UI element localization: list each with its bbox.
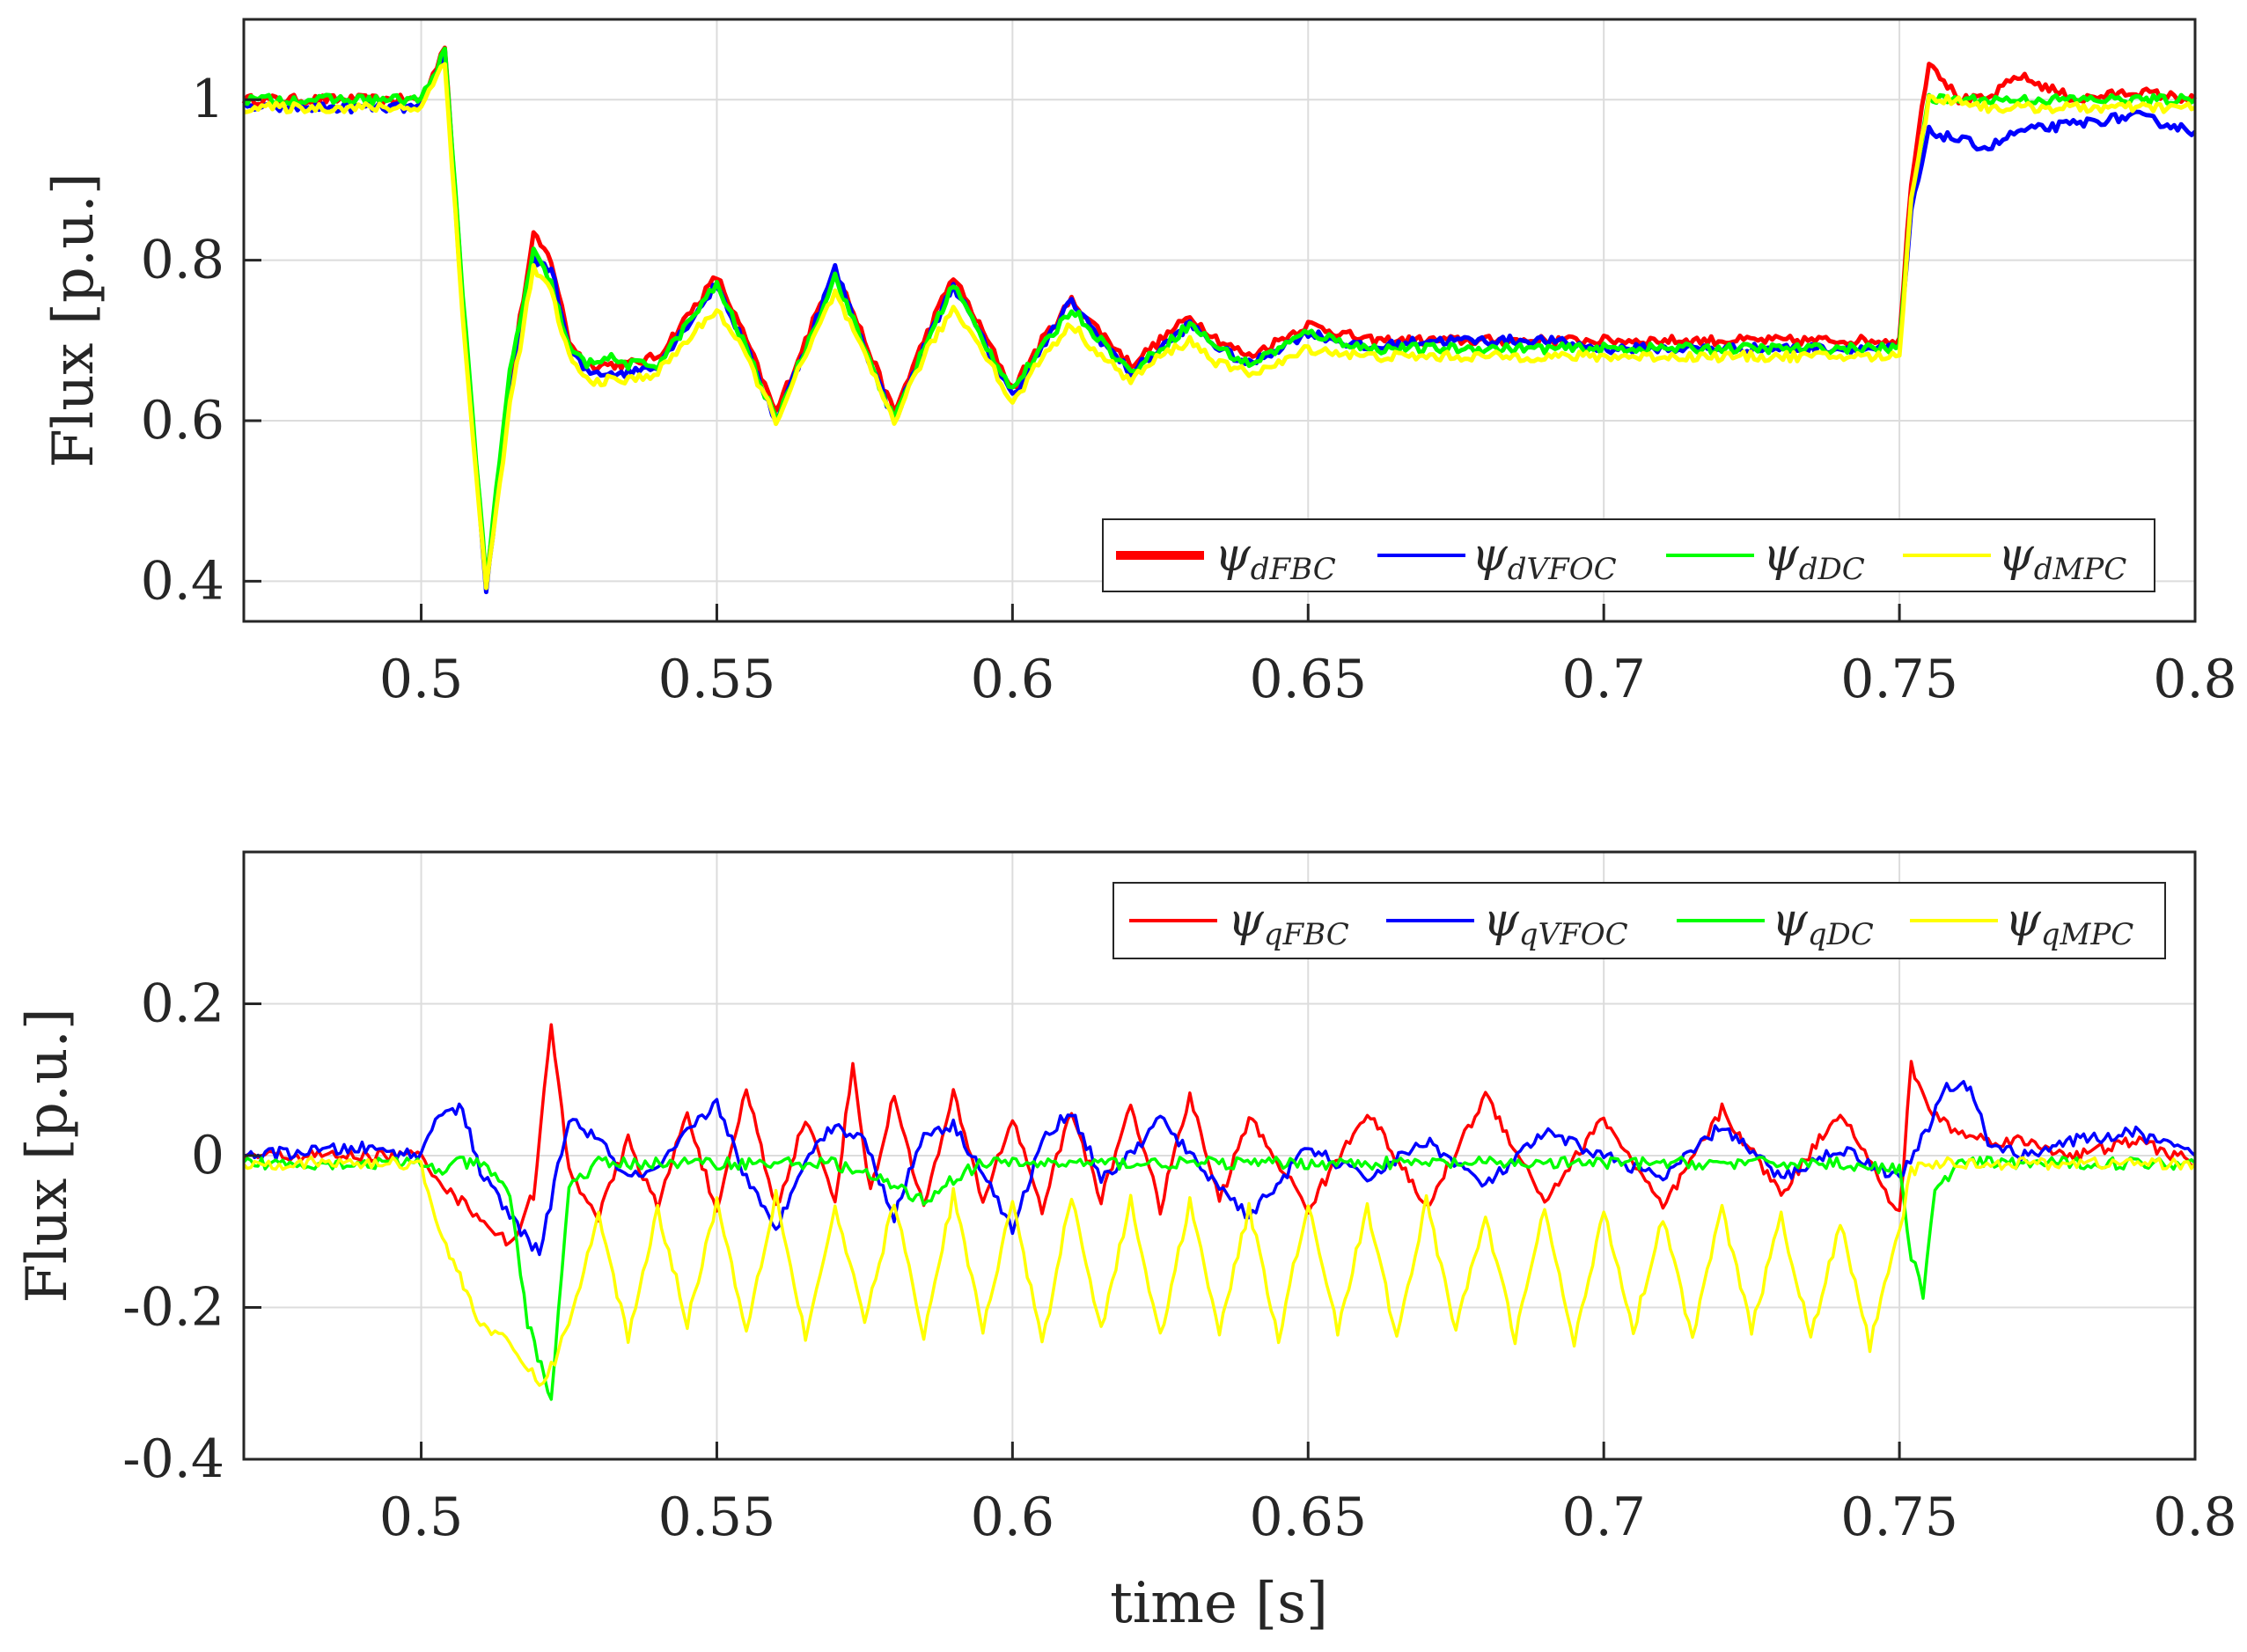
top-legend-label-vfoc: ψdVFOC <box>1472 529 1617 587</box>
top-legend-label-fbc: ψdFBC <box>1215 529 1336 587</box>
bottom-legend-label-mpc: ψqMPC <box>2005 894 2133 952</box>
bottom-x-tick-label: 0.55 <box>658 1487 776 1548</box>
top-y-tick-label: 0.8 <box>141 230 224 291</box>
bottom-legend-entry-vfoc: ψqVFOC <box>1386 894 1628 952</box>
bottom-legend-label-dc: ψqDC <box>1772 894 1874 952</box>
top-x-tick-label: 0.7 <box>1561 649 1645 710</box>
top-legend-label-dc: ψdDC <box>1763 529 1865 587</box>
bottom-ticks: 0.5 0.55 0.6 0.65 0.7 0.75 0.8 -0.4 -0.2 0 0.2 <box>122 973 2236 1549</box>
bottom-y-axis-label: Flux [p.u.] <box>15 1008 80 1303</box>
bottom-y-tick-label: 0 <box>191 1125 224 1186</box>
top-series-line-ddc <box>243 46 2197 586</box>
bottom-series-lines <box>242 1023 2197 1401</box>
top-x-tick-label: 0.6 <box>971 649 1054 710</box>
top-gridlines <box>244 19 2196 621</box>
bottom-y-tick-label: -0.4 <box>122 1428 224 1490</box>
bottom-x-tick-label: 0.5 <box>379 1487 463 1548</box>
top-legend-entry-fbc: ψdFBC <box>1116 529 1336 587</box>
bottom-x-tick-label: 0.6 <box>971 1487 1054 1548</box>
top-ticks: 0.5 0.55 0.6 0.65 0.7 0.75 0.8 0.4 0.6 0.8 1 <box>141 69 2237 710</box>
top-x-tick-label: 0.75 <box>1840 649 1958 710</box>
bottom-x-tick-label: 0.65 <box>1249 1487 1367 1548</box>
bottom-series-line-qmpc <box>242 1156 2197 1387</box>
top-legend-label-mpc: ψdMPC <box>1998 529 2126 587</box>
top-legend-entry-mpc: ψdMPC <box>1903 529 2126 587</box>
bottom-x-tick-label: 0.7 <box>1561 1487 1645 1548</box>
bottom-y-tick-label: 0.2 <box>141 973 224 1035</box>
top-y-tick-label: 0.4 <box>141 550 224 612</box>
bottom-x-axis-label: time [s] <box>1110 1571 1328 1636</box>
bottom-legend-entry-dc: ψqDC <box>1677 894 1874 952</box>
top-legend-entry-dc: ψdDC <box>1666 529 1865 587</box>
top-x-tick-label: 0.5 <box>379 649 463 710</box>
bottom-series-line-qdc <box>242 1155 2197 1401</box>
bottom-legend-label-vfoc: ψqVFOC <box>1483 894 1628 952</box>
bottom-y-tick-label: -0.2 <box>122 1277 224 1339</box>
top-series-line-dmpc <box>243 62 2196 591</box>
top-legend: ψdFBC ψdVFOC ψdDC ψdMPC <box>1102 518 2155 592</box>
top-x-tick-label: 0.8 <box>2153 649 2236 710</box>
bottom-series-line-qvfoc <box>243 1080 2197 1257</box>
top-x-tick-label: 0.65 <box>1249 649 1367 710</box>
bottom-legend: ψqFBC ψqVFOC ψqDC ψqMPC <box>1112 882 2166 959</box>
top-series-lines <box>241 45 2197 595</box>
top-y-axis-label: Flux [p.u.] <box>41 173 106 467</box>
bottom-x-tick-label: 0.8 <box>2153 1487 2236 1548</box>
bottom-series-line-qfbc <box>242 1023 2197 1247</box>
top-legend-entry-vfoc: ψdVFOC <box>1377 529 1617 587</box>
bottom-legend-label-fbc: ψqFBC <box>1228 894 1349 952</box>
top-panel: 0.5 0.55 0.6 0.65 0.7 0.75 0.8 0.4 0.6 0.8 1 Flux … <box>41 18 2237 710</box>
bottom-legend-entry-fbc: ψqFBC <box>1129 894 1349 952</box>
top-x-tick-label: 0.55 <box>658 649 776 710</box>
top-y-tick-label: 0.6 <box>141 390 224 452</box>
top-y-tick-label: 1 <box>191 69 224 130</box>
bottom-panel: 0.5 0.55 0.6 0.65 0.7 0.75 0.8 -0.4 -0.2 0 0.2 Flu… <box>15 850 2237 1636</box>
bottom-legend-entry-mpc: ψqMPC <box>1910 894 2133 952</box>
top-axes-box <box>242 18 2197 623</box>
bottom-x-tick-label: 0.75 <box>1840 1487 1958 1548</box>
